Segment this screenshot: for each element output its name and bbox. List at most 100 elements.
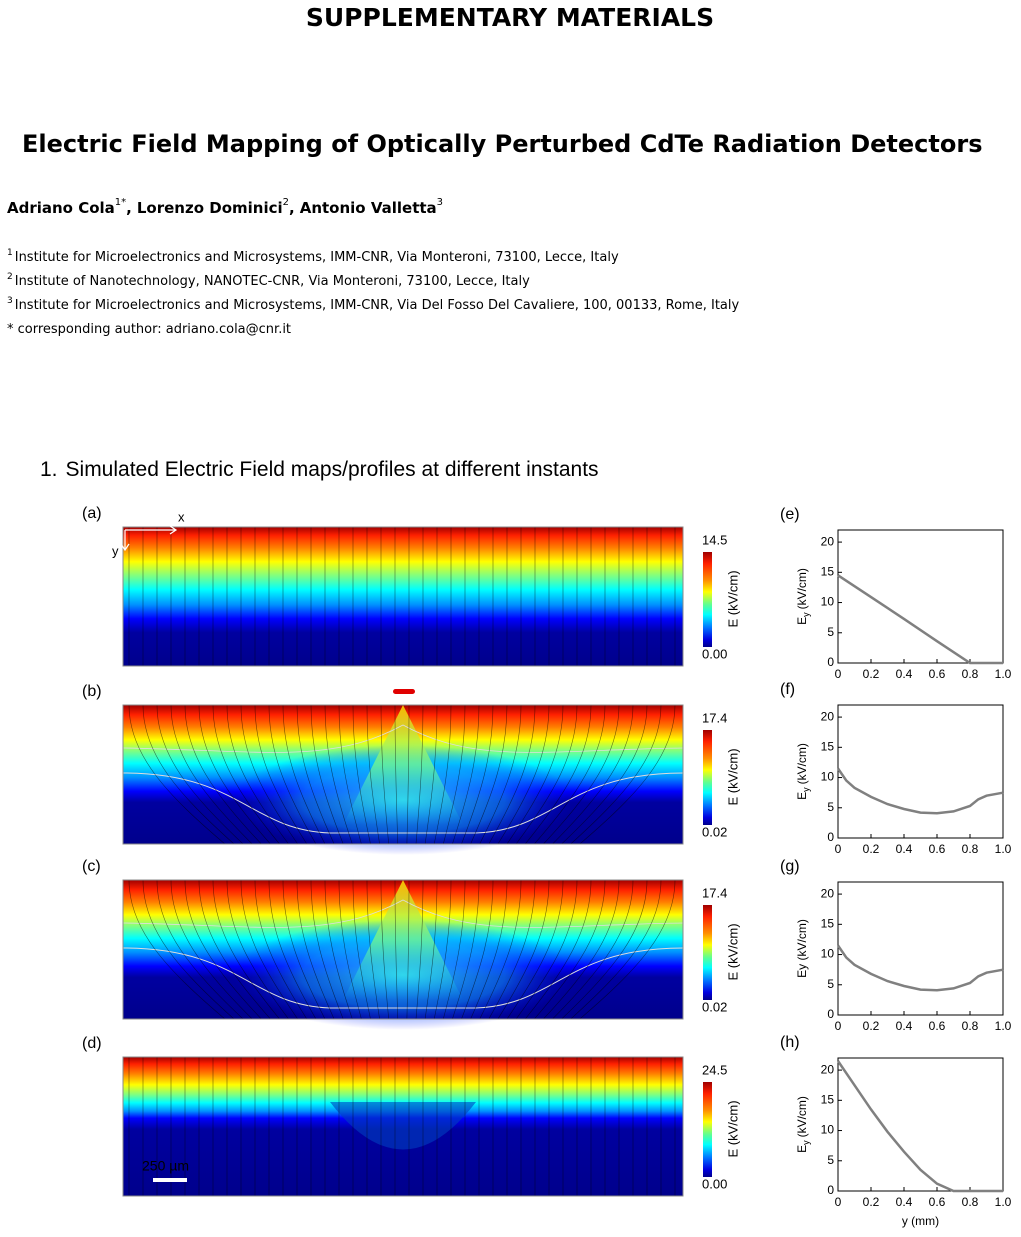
field-line xyxy=(497,879,550,1020)
field-line xyxy=(170,704,253,845)
field-line xyxy=(212,704,280,845)
panel-label: (c) xyxy=(82,858,101,875)
field-line xyxy=(534,879,606,1020)
field-line xyxy=(497,704,550,845)
light-spot xyxy=(393,689,415,694)
x-tick-label: 1.0 xyxy=(995,842,1012,856)
y-tick-label: 15 xyxy=(821,1092,835,1106)
colorbar-label: E (kV/cm) xyxy=(725,1100,740,1157)
y-axis-label-part: y xyxy=(801,612,811,617)
x-tick-label: 0.6 xyxy=(929,1019,946,1033)
colorbar-label: E (kV/cm) xyxy=(725,748,740,805)
profile-line xyxy=(836,767,1004,815)
field-line xyxy=(128,879,226,1020)
colorbar-min: 0.02 xyxy=(702,999,727,1014)
section-number: 1. xyxy=(40,458,58,481)
field-line xyxy=(506,879,564,1020)
affiliation: * corresponding author: adriano.cola@cnr… xyxy=(7,322,291,337)
field-line xyxy=(366,704,380,845)
field-line xyxy=(184,879,262,1020)
field-line xyxy=(254,704,308,845)
page-title: SUPPLEMENTARY MATERIALS xyxy=(306,3,714,32)
axis-y-label: y xyxy=(112,543,119,558)
x-tick-label: 1.0 xyxy=(995,1195,1012,1209)
y-tick-label: 10 xyxy=(821,595,835,609)
x-tick-label: 0 xyxy=(835,1195,842,1209)
field-map xyxy=(122,704,684,855)
field-line xyxy=(240,704,298,845)
field-line xyxy=(142,879,235,1020)
field-line xyxy=(310,704,344,845)
y-tick-label: 5 xyxy=(827,625,834,639)
x-axis-label: y (mm) xyxy=(902,1214,939,1228)
panel-label: (e) xyxy=(780,506,800,523)
field-line xyxy=(156,704,244,845)
y-axis-label: Ey (kV/cm) xyxy=(795,1096,811,1153)
y-axis-label-part: (kV/cm) xyxy=(795,743,809,784)
field-line xyxy=(394,704,399,845)
axis-arrow xyxy=(120,525,178,552)
profile-line xyxy=(836,1060,1003,1193)
x-tick-label: 0.6 xyxy=(929,667,946,681)
y-tick-label: 20 xyxy=(821,886,835,900)
plot-frame xyxy=(837,529,1004,664)
y-tick-label: 5 xyxy=(827,977,834,991)
field-map xyxy=(122,879,684,1030)
field-map xyxy=(122,1056,684,1197)
field-line xyxy=(128,704,226,845)
field-line xyxy=(424,879,438,1020)
field-line xyxy=(212,879,280,1020)
x-tick-label: 0.2 xyxy=(863,842,880,856)
field-line xyxy=(324,704,353,845)
field-line xyxy=(570,704,662,845)
y-tick-label: 10 xyxy=(821,770,835,784)
field-line xyxy=(380,879,389,1020)
colorbar xyxy=(703,905,712,1000)
panel-label: (h) xyxy=(780,1034,800,1051)
x-tick-label: 0.2 xyxy=(863,667,880,681)
author-sep: , xyxy=(126,199,132,217)
affiliation-text: * corresponding author: adriano.cola@cnr… xyxy=(7,322,291,337)
field-line xyxy=(579,704,676,845)
field-line xyxy=(352,879,371,1020)
x-tick-label: 0 xyxy=(835,667,842,681)
field-line xyxy=(488,879,536,1020)
field-line xyxy=(470,704,508,845)
y-axis-label-part: y xyxy=(801,1140,811,1145)
field-line xyxy=(170,879,253,1020)
y-tick-label: 20 xyxy=(821,534,835,548)
author-name: Lorenzo Dominici xyxy=(137,199,283,217)
contour xyxy=(122,947,684,1009)
contour xyxy=(122,772,684,834)
field-line xyxy=(433,704,452,845)
map-frame xyxy=(122,704,684,845)
field-line xyxy=(552,704,634,845)
colorbar xyxy=(703,730,712,825)
x-tick-label: 0.4 xyxy=(896,1019,913,1033)
x-tick-label: 0.8 xyxy=(962,667,979,681)
y-tick-label: 15 xyxy=(821,739,835,753)
field-line xyxy=(443,704,466,845)
colorbar-min: 0.00 xyxy=(702,1176,727,1191)
x-tick-label: 1.0 xyxy=(995,667,1012,681)
x-tick-label: 0.8 xyxy=(962,1195,979,1209)
field-line xyxy=(543,879,620,1020)
x-tick-label: 0.6 xyxy=(929,1195,946,1209)
x-tick-label: 0 xyxy=(835,842,842,856)
field-line xyxy=(380,704,389,845)
colorbar-max: 17.4 xyxy=(702,710,727,725)
field-line xyxy=(452,704,480,845)
field-line xyxy=(338,879,362,1020)
panel-label: (d) xyxy=(82,1035,102,1052)
field-line xyxy=(461,879,494,1020)
field-line xyxy=(515,879,578,1020)
panel-label: (f) xyxy=(780,681,795,698)
author-sup: 3 xyxy=(437,197,443,208)
field-line xyxy=(506,704,564,845)
field-line xyxy=(296,879,335,1020)
affiliation-text: Institute of Nanotechnology, NANOTEC-CNR… xyxy=(15,274,530,289)
y-tick-label: 10 xyxy=(821,1123,835,1137)
y-tick-label: 0 xyxy=(827,1183,834,1197)
field-line xyxy=(561,879,648,1020)
